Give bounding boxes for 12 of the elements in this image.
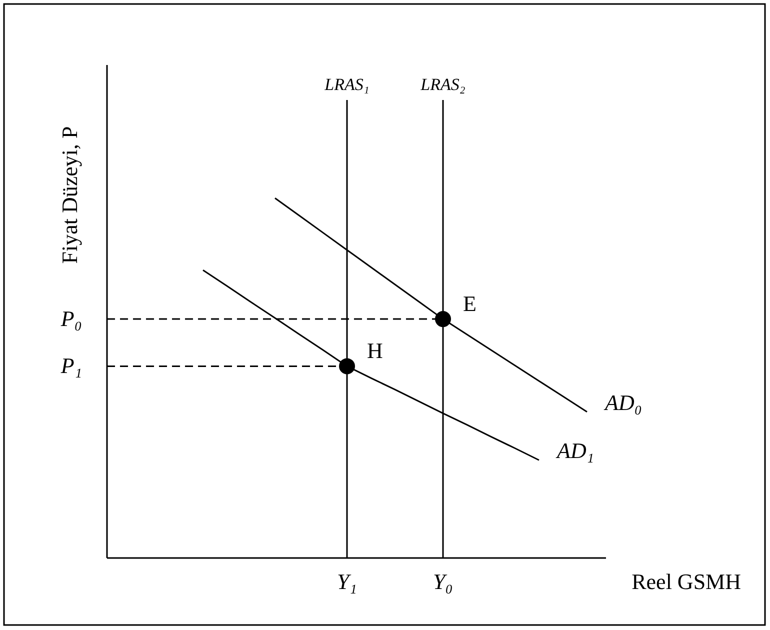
series-label: P₁ — [60, 353, 82, 378]
x-tick-label: Y₁ — [337, 569, 357, 594]
ref-line-label: LRAS₁ — [324, 75, 370, 94]
series-label: AD₁ — [555, 438, 594, 464]
annotation: E — [463, 291, 476, 316]
y-axis-title: Fiyat Düzeyi, P — [57, 126, 82, 264]
series-label: AD₀ — [603, 390, 642, 415]
ref-line-label: LRAS₂ — [420, 75, 466, 94]
series-label: P₀ — [60, 306, 82, 332]
annotation: H — [367, 338, 383, 364]
x-tick-label: Y₀ — [433, 569, 453, 594]
x-axis-title: Reel GSMH — [632, 569, 742, 594]
